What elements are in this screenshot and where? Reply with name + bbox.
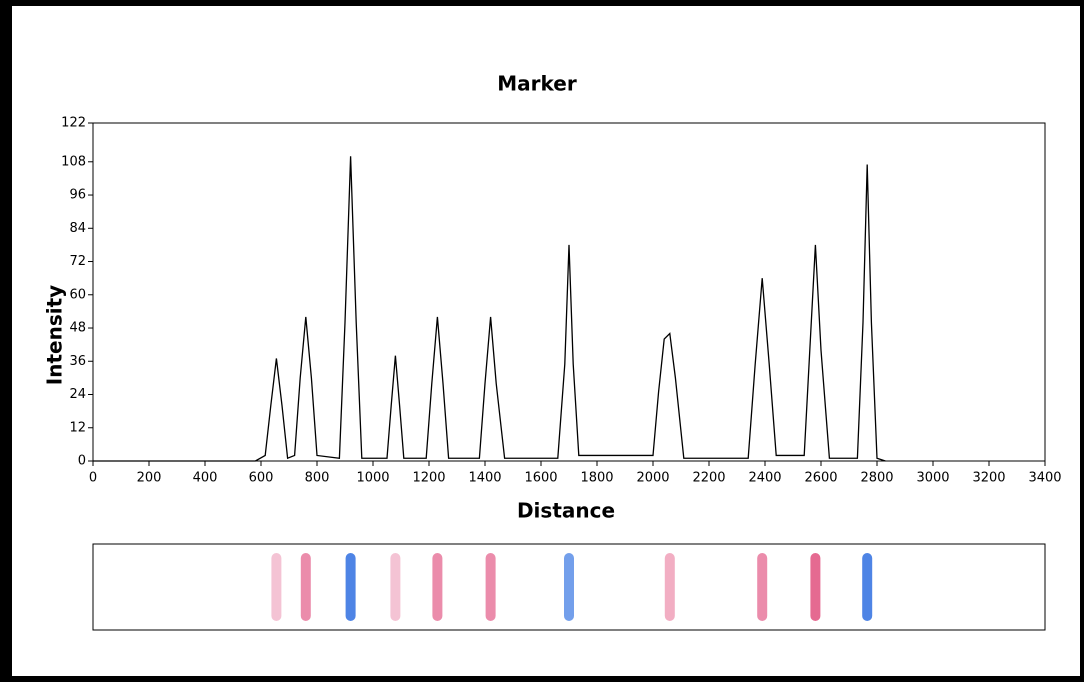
band [665,553,675,621]
band [564,553,574,621]
x-tick-label: 600 [249,471,274,486]
x-tick-label: 2600 [804,471,837,486]
band [271,553,281,621]
y-tick-label: 36 [69,354,86,369]
y-tick-label: 24 [69,387,86,402]
band [346,553,356,621]
x-tick-label: 0 [89,471,97,486]
band [390,553,400,621]
y-tick-label: 48 [69,321,86,336]
chart: Marker Distance Intensity 0 12 24 36 48 60 72 8… [0,0,1084,682]
x-tick-label: 800 [305,471,330,486]
plot-frame [93,123,1045,461]
y-tick-label: 96 [69,188,86,203]
x-tick-label: 3400 [1028,471,1061,486]
chart-title: Marker [497,72,577,96]
x-tick-label: 1200 [412,471,445,486]
x-tick-label: 3000 [916,471,949,486]
x-tick-label: 2200 [692,471,725,486]
y-axis-label: Intensity [43,285,67,385]
x-tick-label: 2000 [636,471,669,486]
band [301,553,311,621]
x-tick-label: 1000 [356,471,389,486]
band [810,553,820,621]
band [486,553,496,621]
band [862,553,872,621]
y-tick-label: 108 [61,154,86,169]
trace-line [93,156,885,461]
y-tick-label: 0 [78,454,86,469]
x-tick-label: 2400 [748,471,781,486]
x-axis-label: Distance [517,499,615,523]
y-tick-label: 72 [69,254,86,269]
y-tick-label: 12 [69,420,86,435]
band [432,553,442,621]
x-tick-label: 200 [137,471,162,486]
y-tick-label: 84 [69,221,86,236]
x-tick-label: 1600 [524,471,557,486]
x-tick-label: 1800 [580,471,613,486]
y-tick-label: 60 [69,287,86,302]
y-tick-label: 122 [61,116,86,131]
band [757,553,767,621]
x-tick-label: 2800 [860,471,893,486]
x-tick-label: 1400 [468,471,501,486]
x-tick-label: 3200 [972,471,1005,486]
x-tick-label: 400 [193,471,218,486]
